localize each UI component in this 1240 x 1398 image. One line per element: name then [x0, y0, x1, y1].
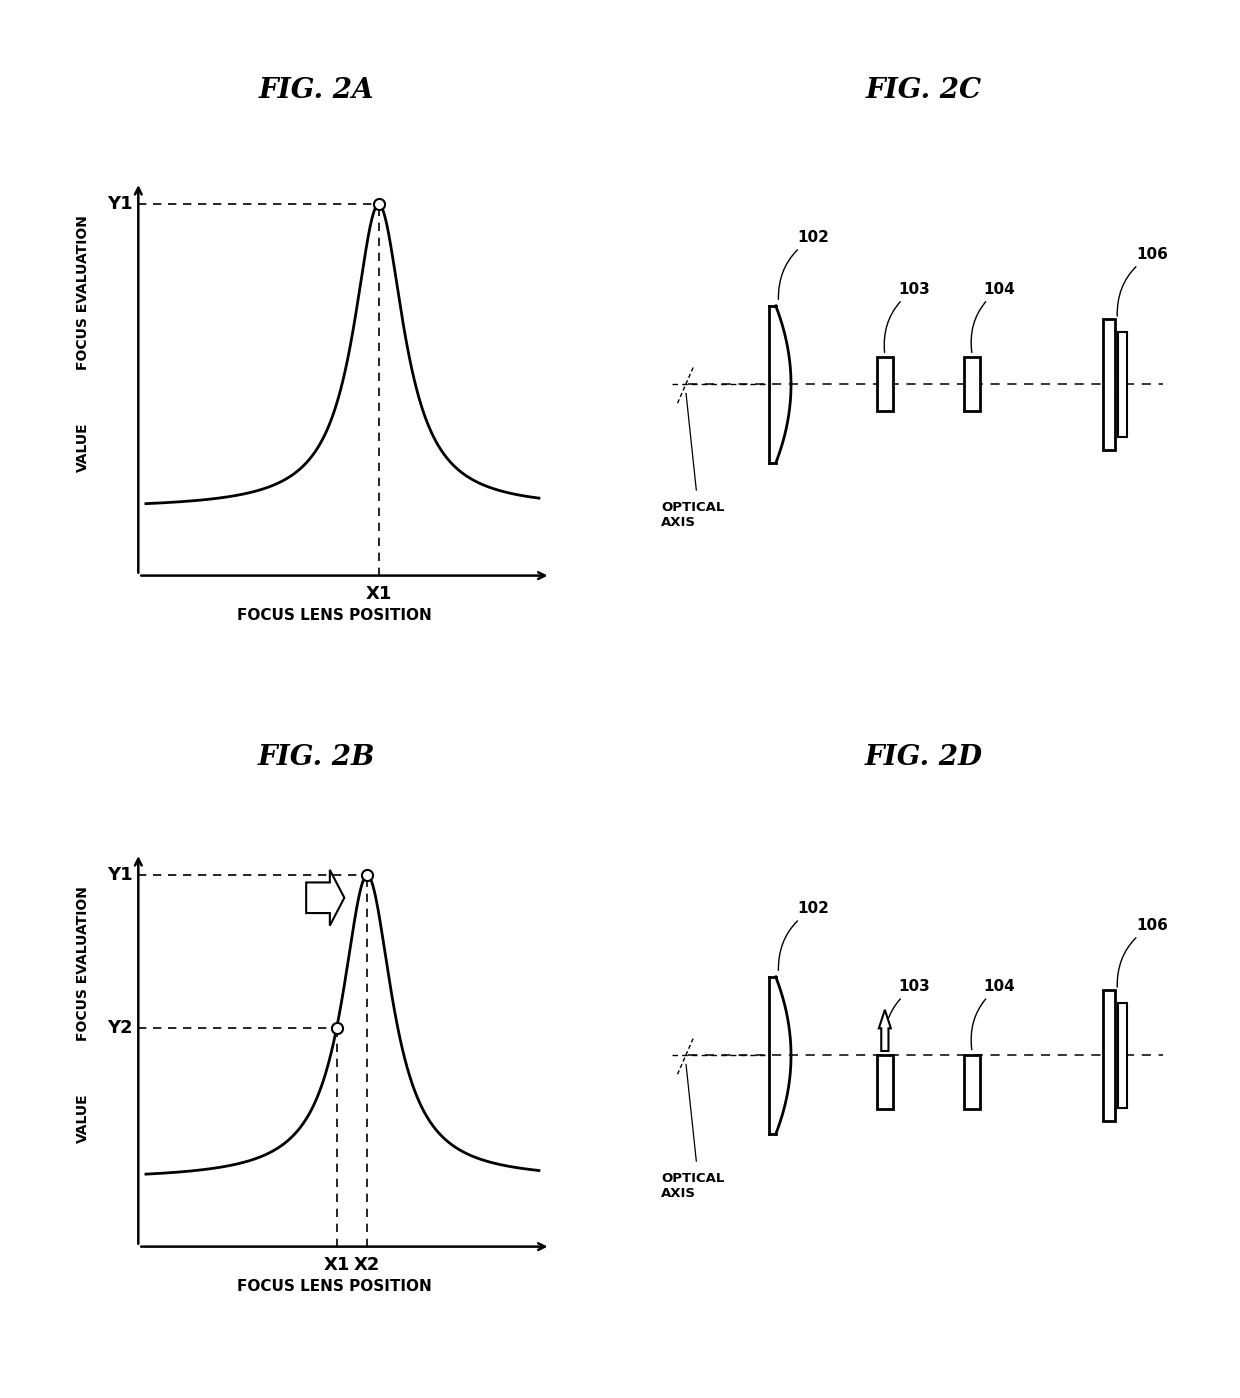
Text: 102: 102	[779, 902, 830, 970]
Text: OPTICAL
AXIS: OPTICAL AXIS	[661, 1172, 724, 1199]
Text: 104: 104	[971, 979, 1014, 1050]
Text: FIG. 2A: FIG. 2A	[258, 77, 374, 105]
Text: VALUE: VALUE	[76, 1093, 89, 1144]
Text: 103: 103	[884, 282, 930, 352]
Polygon shape	[306, 870, 345, 925]
Text: FIG. 2C: FIG. 2C	[866, 77, 982, 105]
Text: FIG. 2D: FIG. 2D	[864, 744, 983, 772]
Bar	[1102, 990, 1115, 1121]
Text: 104: 104	[971, 282, 1014, 352]
Text: Y1: Y1	[107, 867, 133, 885]
Text: VALUE: VALUE	[76, 422, 89, 473]
Bar	[1117, 333, 1127, 436]
Text: 102: 102	[779, 231, 830, 299]
Polygon shape	[879, 1009, 890, 1051]
Bar	[877, 1054, 893, 1109]
Bar	[1117, 1004, 1127, 1107]
Bar	[1102, 319, 1115, 450]
Text: FIG. 2B: FIG. 2B	[258, 744, 374, 772]
Text: X1: X1	[366, 584, 392, 603]
Text: Y2: Y2	[107, 1019, 133, 1037]
Text: FOCUS EVALUATION: FOCUS EVALUATION	[76, 886, 89, 1040]
Text: 106: 106	[1117, 918, 1168, 987]
Text: 106: 106	[1117, 247, 1168, 316]
Text: X2: X2	[355, 1255, 381, 1274]
Text: 103: 103	[884, 979, 930, 1050]
X-axis label: FOCUS LENS POSITION: FOCUS LENS POSITION	[237, 1279, 433, 1295]
Text: Y1: Y1	[107, 196, 133, 214]
Text: OPTICAL
AXIS: OPTICAL AXIS	[661, 500, 724, 528]
Text: FOCUS EVALUATION: FOCUS EVALUATION	[76, 215, 89, 369]
Bar	[963, 358, 981, 411]
Bar	[877, 358, 893, 411]
Text: X1: X1	[324, 1255, 350, 1274]
X-axis label: FOCUS LENS POSITION: FOCUS LENS POSITION	[237, 608, 433, 624]
Bar	[963, 1054, 981, 1109]
